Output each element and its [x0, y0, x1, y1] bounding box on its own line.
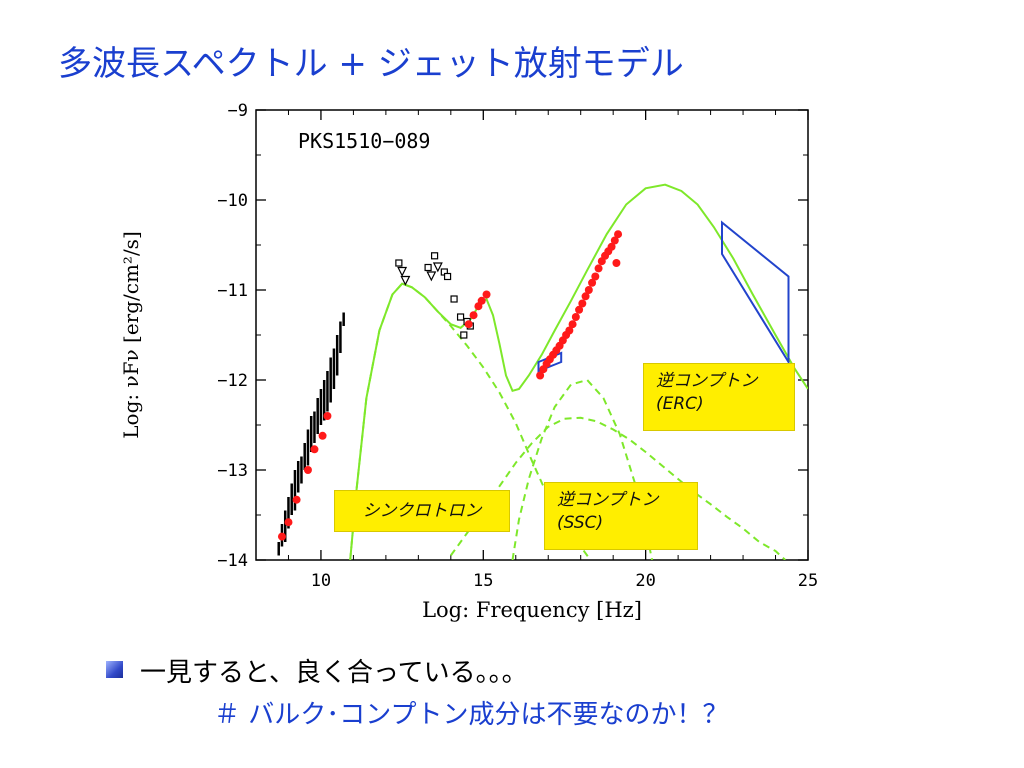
red-data-point [578, 299, 587, 308]
synchrotron-label: シンクロトロン [334, 490, 510, 532]
sed-chart: 10 15 20 25 −14 −13 −12 −11 −10 −9 PKS1510−089 Lo… [119, 101, 818, 622]
x-tick-label: 25 [798, 571, 818, 591]
y-tick-label: −11 [217, 281, 248, 301]
red-data-point [284, 518, 293, 527]
model-component-curve [349, 282, 592, 560]
x-tick-label: 20 [635, 571, 655, 591]
red-data-point [536, 371, 545, 380]
red-data-point [607, 242, 616, 251]
model-curves [349, 183, 808, 560]
red-data-point [318, 431, 327, 440]
upper-limit-marker [426, 271, 437, 282]
red-data-point [575, 305, 584, 314]
red-data-point [469, 311, 478, 320]
x-tick-label: 10 [311, 571, 331, 591]
upper-limit-marker [432, 262, 443, 273]
bullet-square [106, 661, 123, 678]
red-data-point [588, 278, 597, 287]
bullet-text: 一見すると、良く合っている。。。 [140, 658, 528, 688]
ssc-text-2: (SSC) [557, 512, 604, 533]
archival-point [443, 272, 452, 281]
red-data-point [581, 292, 590, 301]
upper-limit-marker [400, 275, 411, 286]
red-data-point [292, 495, 301, 504]
red-data-point [323, 412, 332, 420]
y-tick-label: −10 [217, 191, 248, 211]
erc-label: 逆コンプトン (ERC) [643, 363, 795, 431]
archival-point [450, 295, 458, 303]
erc-text-2: (ERC) [656, 393, 704, 414]
data-points [277, 220, 790, 556]
y-tick-label: −12 [217, 371, 248, 391]
red-data-point [612, 259, 621, 267]
synchrotron-text: シンクロトロン [362, 500, 482, 521]
chart-title: PKS1510−089 [298, 129, 430, 153]
model-component-curve [511, 378, 654, 560]
red-data-point [594, 264, 603, 273]
red-data-point [614, 230, 623, 239]
red-data-point [277, 532, 286, 541]
archival-point [430, 252, 439, 260]
y-axis-label: Log: νFν [erg/cm²/s] [119, 231, 143, 439]
red-data-point [303, 466, 312, 474]
red-data-point [464, 320, 473, 329]
y-tick-label: −14 [217, 551, 248, 571]
slide-title: 多波長スペクトル + ジェット放射モデル [58, 44, 684, 84]
red-data-point [477, 296, 486, 305]
ssc-text-1: 逆コンプトン [557, 490, 659, 510]
archival-point [456, 313, 465, 321]
x-tick-label: 15 [473, 571, 493, 591]
red-data-point [591, 272, 600, 281]
y-tick-label: −9 [228, 101, 248, 121]
upper-limit-marker [397, 266, 408, 277]
red-data-point [571, 313, 580, 321]
archival-point [395, 259, 403, 267]
archival-point [424, 263, 432, 272]
y-tick-label: −13 [217, 461, 248, 481]
red-data-point [482, 290, 491, 299]
red-data-point [310, 445, 319, 454]
ssc-label: 逆コンプトン (SSC) [544, 482, 698, 550]
xray-bowtie [721, 220, 790, 366]
archival-point [460, 331, 468, 339]
sub-text: ＃ バルク･コンプトン成分は不要なのか！？ [214, 700, 729, 730]
red-data-point [565, 326, 574, 335]
red-data-point [584, 286, 593, 294]
x-axis-label: Log: Frequency [Hz] [422, 598, 642, 622]
red-data-point [568, 320, 577, 329]
red-data-point [610, 236, 619, 245]
erc-text-1: 逆コンプトン [656, 371, 758, 391]
model-component-curve [449, 416, 786, 560]
axis-ticks: 10 15 20 25 −14 −13 −12 −11 −10 −9 [217, 101, 818, 591]
